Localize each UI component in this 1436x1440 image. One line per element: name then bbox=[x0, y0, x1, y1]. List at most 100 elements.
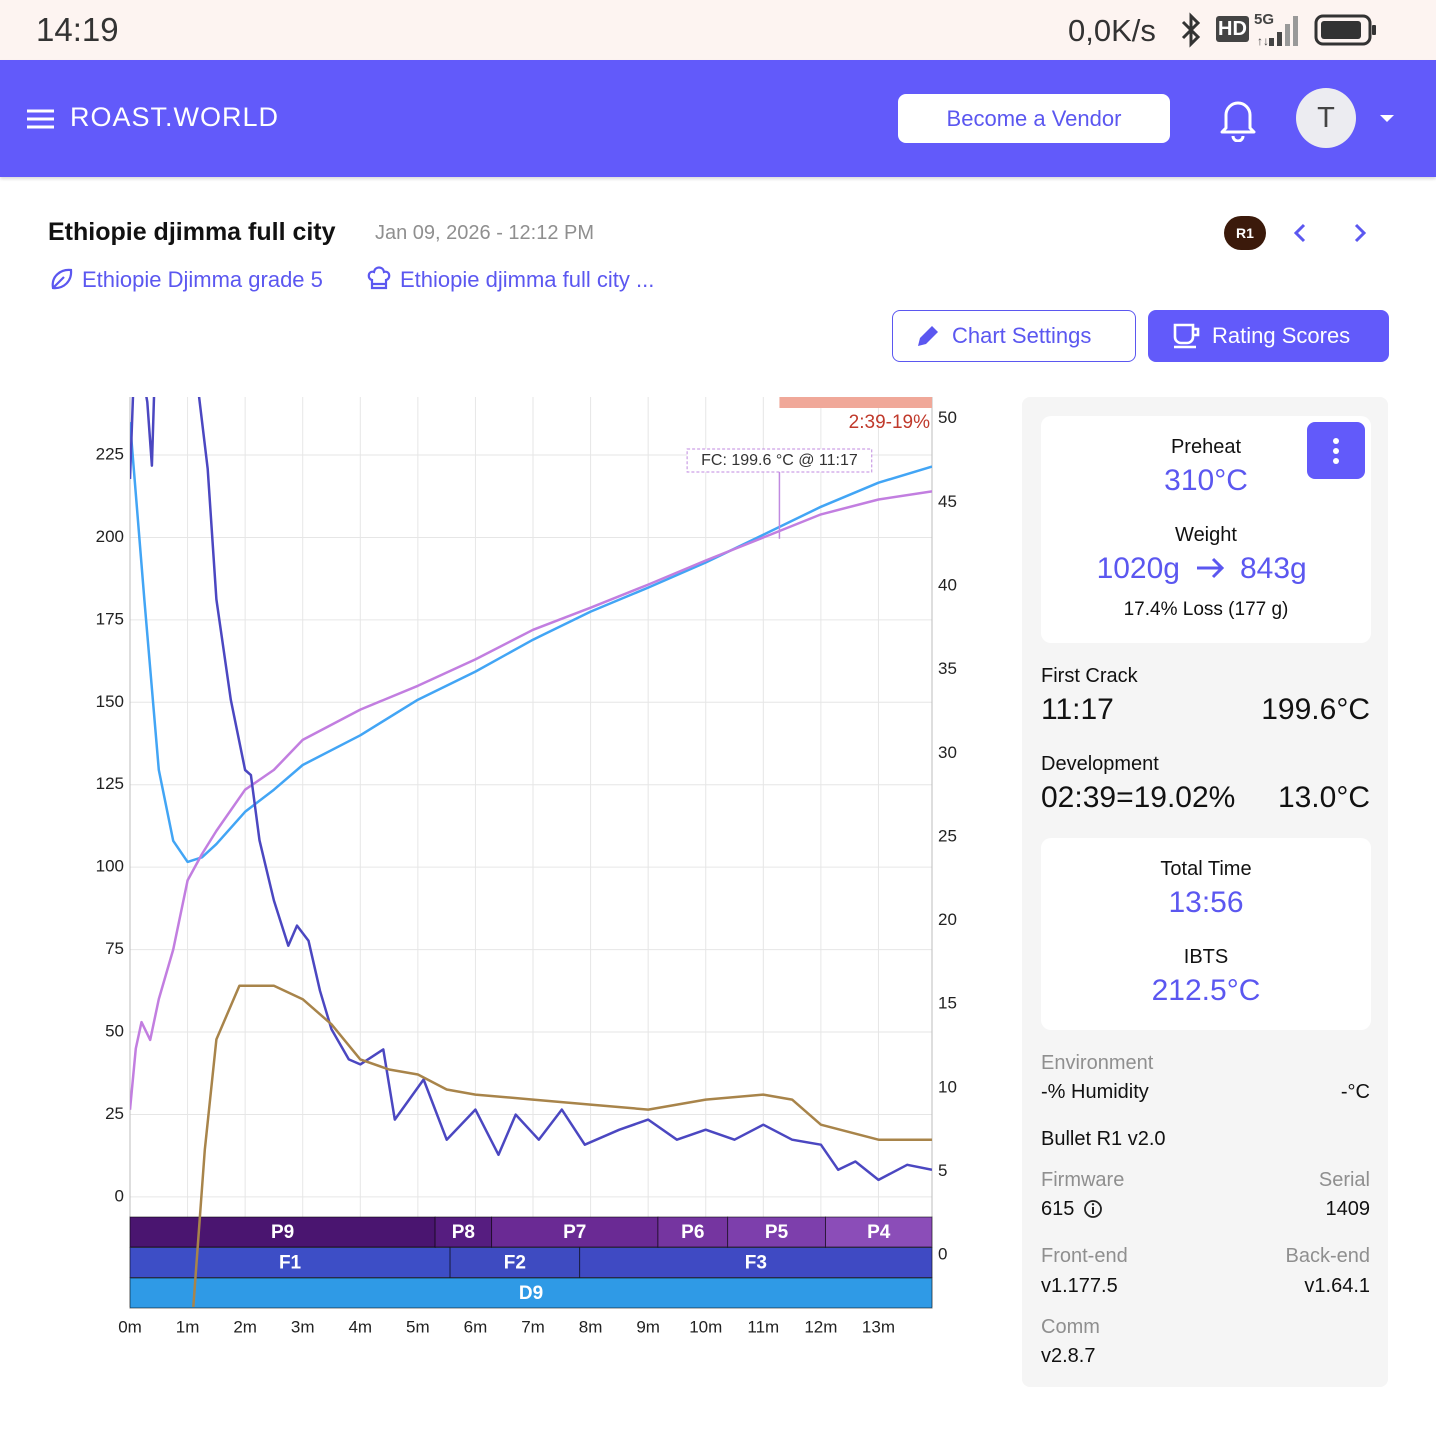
prev-roast[interactable] bbox=[1290, 222, 1312, 244]
roaster-badge: R1 bbox=[1224, 216, 1266, 250]
y2-tick-label: 10 bbox=[938, 1077, 957, 1096]
weight-label: Weight bbox=[1175, 524, 1237, 546]
firmware-value: 615 bbox=[1041, 1198, 1075, 1220]
phase-segment bbox=[657, 1216, 729, 1248]
device-name: Bullet R1 v2.0 bbox=[1041, 1128, 1166, 1150]
phase-label: F3 bbox=[745, 1253, 767, 1274]
first-crack-time: 11:17 bbox=[1041, 693, 1114, 726]
y-tick-label: 125 bbox=[96, 774, 124, 793]
vendor-button-label: Become a Vendor bbox=[946, 106, 1122, 131]
bean-link[interactable]: Ethiopie Djimma grade 5 bbox=[82, 267, 323, 292]
y2-tick-label: 20 bbox=[938, 910, 957, 929]
net-speed: 0,0K/s bbox=[1068, 13, 1156, 48]
rating-scores-label: Rating Scores bbox=[1212, 323, 1351, 348]
y2-tick-label: 5 bbox=[938, 1161, 947, 1180]
weight-arrow bbox=[1197, 557, 1225, 579]
avatar-initial: T bbox=[1317, 102, 1335, 134]
firmware-info[interactable] bbox=[1083, 1199, 1103, 1219]
phase-label: P4 bbox=[867, 1222, 891, 1243]
menu-button[interactable] bbox=[26, 108, 56, 130]
phase-label: F2 bbox=[504, 1253, 526, 1274]
preheat-label: Preheat bbox=[1170, 436, 1242, 458]
x-tick-label: 3m bbox=[291, 1317, 315, 1336]
bean-icon bbox=[51, 268, 73, 290]
development-label: 2:39-19% bbox=[849, 412, 930, 433]
profile-icon bbox=[367, 266, 391, 290]
phase-label: P7 bbox=[563, 1222, 586, 1243]
comm-value: v2.8.7 bbox=[1041, 1345, 1096, 1367]
notifications-button[interactable] bbox=[1218, 96, 1258, 142]
y-tick-label: 25 bbox=[105, 1104, 124, 1123]
y-tick-label: 150 bbox=[96, 692, 124, 711]
serial-label: Serial bbox=[1318, 1169, 1370, 1191]
series-line bbox=[130, 421, 932, 864]
phase-label: P9 bbox=[271, 1222, 294, 1243]
y2-tick-label: 30 bbox=[938, 743, 957, 762]
x-tick-label: 4m bbox=[348, 1317, 372, 1336]
x-tick-label: 5m bbox=[406, 1317, 430, 1336]
rating-scores-button[interactable]: Rating Scores bbox=[1148, 310, 1389, 362]
annotation-text: FC: 199.6 °C @ 11:17 bbox=[701, 452, 858, 469]
x-tick-label: 11m bbox=[747, 1317, 779, 1336]
plot-lines bbox=[130, 397, 932, 1307]
chart-settings-button[interactable]: Chart Settings bbox=[892, 310, 1136, 362]
series-line bbox=[130, 490, 932, 1110]
ibts-value: 212.5°C bbox=[1151, 974, 1261, 1007]
status-bar: 14:19 0,0K/s HD 5G ↑↓ bbox=[0, 0, 1436, 60]
chart-settings-label: Chart Settings bbox=[952, 323, 1092, 348]
preheat-value: 310°C bbox=[1164, 464, 1248, 497]
signal-icon: ↑↓ bbox=[1257, 16, 1298, 48]
account-caret[interactable] bbox=[1378, 113, 1396, 125]
phase-segment bbox=[449, 1247, 581, 1278]
y2-tick-label: 50 bbox=[938, 408, 957, 427]
profile-link[interactable]: Ethiopie djimma full city ... bbox=[400, 267, 655, 292]
roaster-badge-label: R1 bbox=[1236, 225, 1254, 241]
roast-chart: 0m 1m 2m 3m 4m 5m 6m 7m 8m 9m 10m 11m 12m 13m02550751… bbox=[96, 397, 957, 1336]
first-crack-temp: 199.6°C bbox=[1261, 693, 1370, 726]
vendor-button[interactable]: Become a Vendor bbox=[898, 94, 1170, 143]
back-end-value: v1.64.1 bbox=[1304, 1275, 1370, 1297]
development-temp: 13.0°C bbox=[1277, 781, 1370, 814]
weight-loss: 17.4% Loss (177 g) bbox=[1123, 599, 1289, 620]
front-end-label: Front-end bbox=[1041, 1245, 1128, 1267]
y-tick-label: 0 bbox=[115, 1186, 124, 1205]
battery-icon bbox=[1314, 14, 1376, 46]
phase-label: P5 bbox=[765, 1222, 789, 1243]
x-tick-label: 10m bbox=[689, 1317, 722, 1336]
top-nav: ROAST.WORLD Become a Vendor T bbox=[0, 60, 1436, 177]
y2-tick-label: 45 bbox=[938, 492, 957, 511]
svg-text:↑↓: ↑↓ bbox=[1257, 34, 1269, 48]
y2-tick-label: 25 bbox=[938, 826, 957, 845]
development-value: 02:39=19.02% bbox=[1041, 781, 1236, 814]
y2-tick-label: 40 bbox=[938, 576, 957, 595]
weight-end: 843g bbox=[1240, 552, 1307, 585]
brand[interactable]: ROAST.WORLD bbox=[70, 102, 280, 132]
bluetooth-icon bbox=[1181, 12, 1201, 48]
phase-label: D9 bbox=[519, 1283, 543, 1304]
x-tick-label: 12m bbox=[804, 1317, 837, 1336]
development-bar bbox=[779, 397, 932, 408]
first-crack-label: First Crack bbox=[1041, 665, 1138, 687]
phase-segment bbox=[129, 1277, 933, 1309]
x-tick-label: 7m bbox=[521, 1317, 545, 1336]
roast-date: Jan 09, 2026 - 12:12 PM bbox=[375, 222, 595, 244]
firmware-label: Firmware bbox=[1041, 1169, 1125, 1191]
y-tick-label: 100 bbox=[96, 857, 124, 876]
x-tick-label: 9m bbox=[636, 1317, 660, 1336]
total-time-label: Total Time bbox=[1160, 858, 1252, 880]
phase-segment bbox=[491, 1216, 659, 1248]
front-end-value: v1.177.5 bbox=[1041, 1275, 1118, 1297]
weight-start: 1020g bbox=[1096, 552, 1180, 585]
phase-segment bbox=[129, 1247, 451, 1278]
y2-tick-label: 0 bbox=[938, 1245, 947, 1264]
avatar[interactable]: T bbox=[1296, 88, 1356, 148]
more-button[interactable] bbox=[1307, 422, 1365, 479]
next-roast[interactable] bbox=[1349, 222, 1371, 244]
phase-label: P8 bbox=[452, 1222, 475, 1243]
x-tick-label: 0m bbox=[118, 1317, 142, 1336]
phase-segment bbox=[434, 1216, 493, 1248]
roast-title: Ethiopie djimma full city bbox=[48, 218, 336, 246]
network-type: 5G bbox=[1254, 11, 1275, 28]
environment-temp: -°C bbox=[1340, 1081, 1370, 1103]
